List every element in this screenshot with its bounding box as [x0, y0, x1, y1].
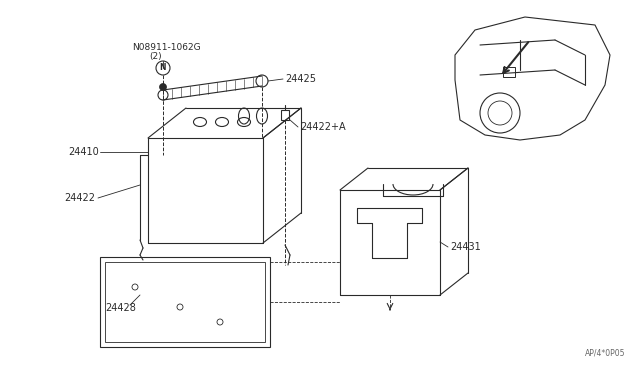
Text: N08911-1062G: N08911-1062G — [132, 42, 200, 51]
Bar — [503, 67, 515, 77]
Text: N: N — [159, 64, 165, 73]
Text: AP/4*0P05: AP/4*0P05 — [584, 349, 625, 358]
Text: 24431: 24431 — [450, 242, 481, 252]
Text: 24410: 24410 — [68, 147, 99, 157]
Text: 24422+A: 24422+A — [300, 122, 346, 132]
Text: 24422: 24422 — [64, 193, 95, 203]
Text: 24425: 24425 — [285, 74, 316, 84]
Text: (2): (2) — [149, 52, 162, 61]
Text: 24428: 24428 — [105, 303, 136, 313]
Circle shape — [159, 83, 166, 90]
Bar — [281, 110, 289, 120]
